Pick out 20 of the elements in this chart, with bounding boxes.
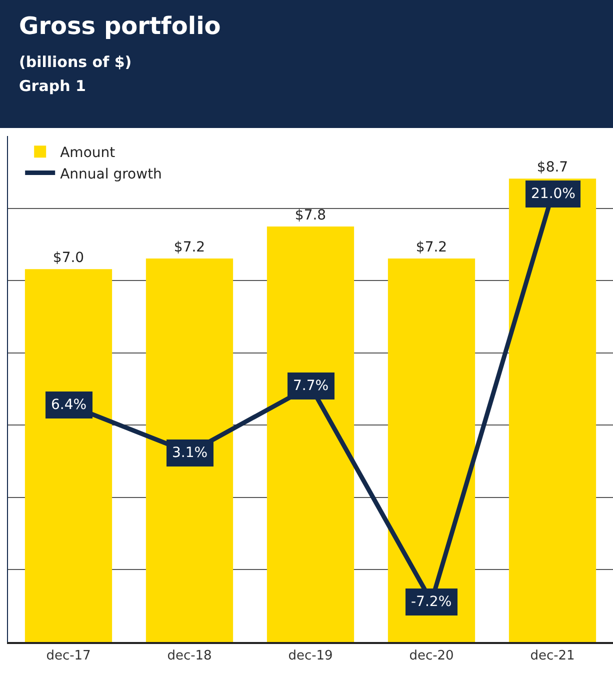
caption: Graph 1 [19, 77, 86, 95]
x-tick-label: dec-21 [530, 648, 575, 664]
data-label: -7.2% [411, 594, 452, 610]
chart-subtitle: (billions of $) [19, 53, 132, 71]
x-tick-label: dec-20 [409, 648, 454, 664]
x-tick-label: dec-18 [167, 648, 212, 664]
data-label: $7.8 [294, 208, 326, 224]
data-label: 21.0% [531, 186, 576, 202]
data-label: 3.1% [172, 445, 208, 461]
data-label: $8.7 [536, 160, 568, 176]
legend-label: Amount [60, 145, 116, 162]
chart-title: Gross portfolio [19, 12, 221, 40]
data-label: $7.0 [52, 250, 84, 266]
x-tick-label: dec-17 [46, 648, 91, 664]
data-label: $7.2 [416, 240, 448, 256]
data-label: $7.2 [174, 240, 206, 256]
x-tick-label: dec-19 [288, 648, 333, 664]
data-label: 7.7% [293, 378, 329, 394]
legend-label: Annual growth [60, 166, 162, 182]
data-label: 6.4% [51, 397, 87, 413]
